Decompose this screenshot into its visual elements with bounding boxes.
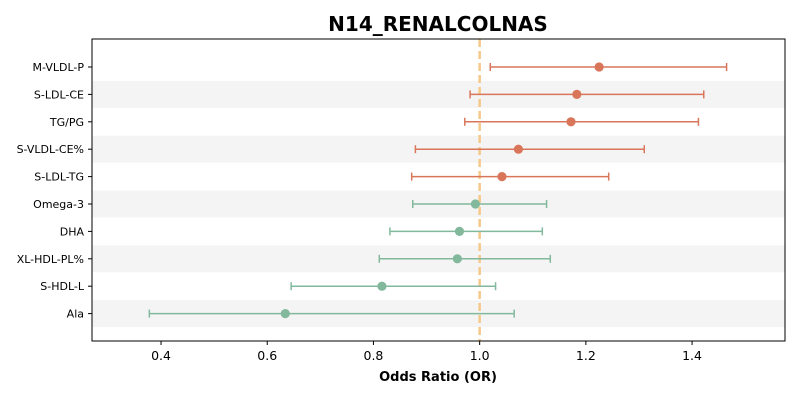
or-point [454, 226, 465, 236]
x-tick-label: 1.4 [682, 348, 702, 363]
x-tick-label: 0.8 [364, 348, 384, 363]
x-axis: 0.4 0.6 0.8 1.0 1.2 1.4 [151, 341, 702, 363]
or-point [513, 144, 524, 154]
y-tick-label: Ala [67, 308, 84, 321]
or-point [280, 309, 290, 319]
x-tick-label: 0.4 [151, 348, 171, 363]
y-tick-label: TG/PG [49, 116, 84, 129]
data-marks [148, 62, 728, 319]
y-axis: M-VLDL-P S-LDL-CE TG/PG S-VLDL-CE% S-LDL-TG O… [17, 61, 92, 321]
or-point [470, 199, 481, 209]
y-tick-label: M-VLDL-P [33, 61, 85, 74]
plot-frame [91, 38, 786, 342]
y-tick-label: S-LDL-TG [34, 171, 84, 184]
x-tick-label: 0.6 [257, 348, 277, 363]
x-axis-label: Odds Ratio (OR) [379, 370, 497, 385]
y-tick-label: DHA [60, 225, 85, 238]
y-tick-label: S-LDL-CE [34, 88, 84, 101]
y-tick-label: XL-HDL-PL% [17, 253, 84, 266]
y-tick-label: S-VLDL-CE% [17, 143, 84, 156]
or-point [377, 281, 387, 291]
or-point [594, 62, 604, 72]
chart-title: N14_RENALCOLNAS [328, 12, 548, 36]
x-tick-label: 1.2 [576, 348, 596, 363]
or-point [452, 254, 462, 264]
y-tick-label: Omega-3 [33, 198, 84, 211]
or-point [566, 117, 576, 127]
or-point [497, 172, 507, 182]
x-tick-label: 1.0 [470, 348, 490, 363]
or-point [572, 89, 582, 99]
y-tick-label: S-HDL-L [40, 280, 85, 293]
